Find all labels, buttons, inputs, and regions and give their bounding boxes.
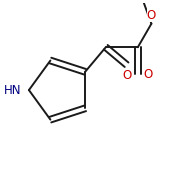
Text: O: O (144, 68, 153, 81)
Text: HN: HN (4, 84, 21, 97)
Text: O: O (122, 69, 131, 82)
Text: O: O (147, 9, 156, 22)
